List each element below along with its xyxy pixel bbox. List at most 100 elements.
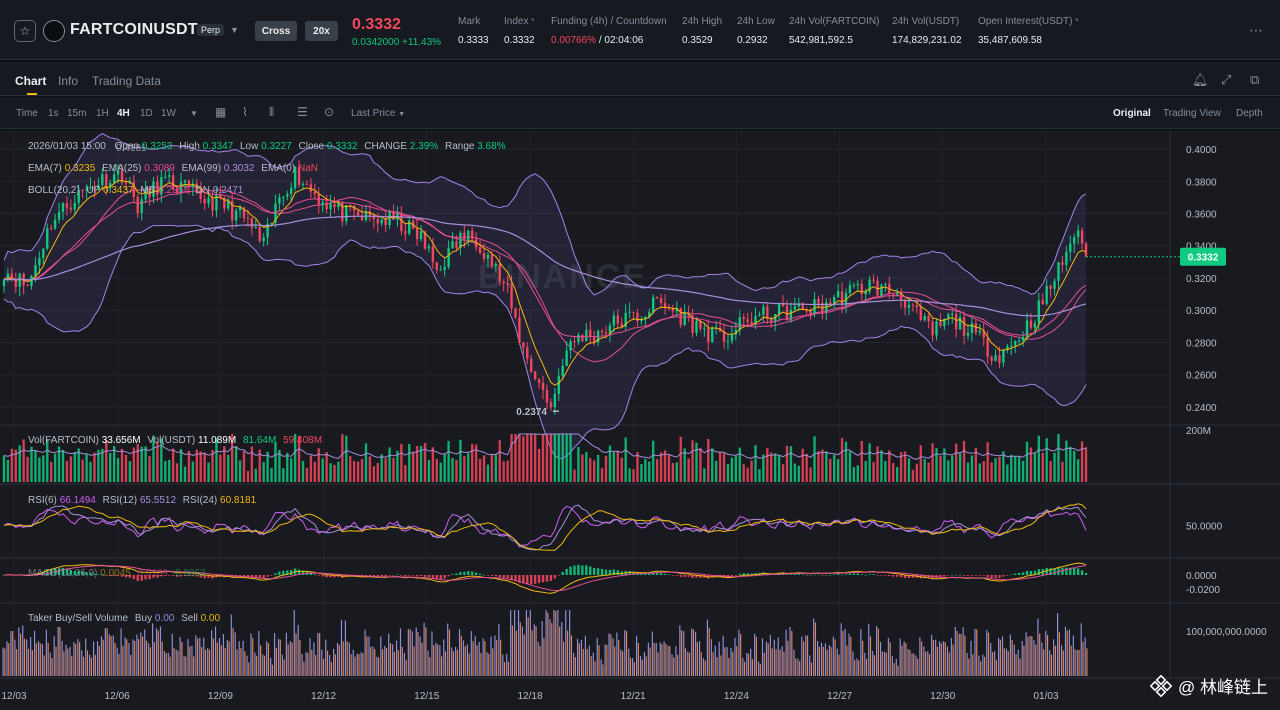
taker-sell-bar — [370, 646, 372, 676]
taker-sell-bar — [1054, 645, 1057, 676]
macd-histogram-bar — [829, 574, 832, 576]
candle-body — [671, 307, 675, 312]
taker-sell-bar — [382, 649, 384, 676]
macd-histogram-bar — [101, 574, 104, 575]
taker-buy-bar — [876, 626, 878, 676]
candle-body — [50, 228, 53, 230]
volume-bar — [471, 443, 474, 482]
taker-buy-bar — [903, 641, 905, 676]
taker-sell-bar — [4, 648, 6, 676]
expand-icon[interactable]: ⤢ — [1221, 72, 1232, 87]
taker-buy-bar — [1029, 635, 1031, 676]
taker-buy-bar — [380, 636, 382, 676]
macd-histogram-bar — [899, 575, 903, 578]
view-trading-view[interactable]: Trading View — [1163, 108, 1221, 119]
volume-bar — [254, 468, 257, 482]
taker-buy-bar — [423, 622, 425, 676]
macd-histogram-bar — [388, 575, 391, 576]
taker-sell-bar — [917, 658, 919, 676]
taker-buy-bar — [407, 629, 409, 676]
taker-sell-bar — [515, 630, 517, 676]
taker-sell-bar — [578, 643, 580, 676]
volume-bar — [1002, 451, 1005, 482]
macd-histogram-bar — [262, 575, 265, 579]
tab-chart[interactable]: Chart — [15, 74, 47, 88]
interval-1w[interactable]: 1W — [161, 108, 176, 119]
taker-buy-bar — [517, 610, 520, 676]
volume-bar — [270, 468, 273, 482]
symbol-dropdown-icon[interactable]: ▼ — [230, 25, 239, 35]
taker-buy-bar — [698, 640, 701, 676]
taker-sell-bar — [67, 648, 69, 676]
calendar-icon[interactable]: ▦ — [215, 105, 227, 119]
taker-sell-bar — [681, 630, 683, 676]
tab-trading-data[interactable]: Trading Data — [92, 74, 161, 88]
volume-bar — [412, 451, 415, 482]
popout-icon[interactable]: ⧉ — [1250, 72, 1260, 87]
taker-buy-bar — [848, 633, 850, 676]
interval-dropdown-icon[interactable]: ▼ — [190, 109, 198, 118]
taker-sell-bar — [862, 640, 864, 676]
macd-histogram-bar — [876, 575, 879, 576]
taker-buy-bar — [962, 627, 964, 676]
interval-15m[interactable]: 15m — [67, 108, 87, 119]
margin-mode-button[interactable]: Cross — [255, 21, 297, 41]
taker-sell-bar — [928, 654, 931, 676]
view-depth[interactable]: Depth — [1236, 108, 1263, 119]
interval-4h[interactable]: 4H — [117, 108, 130, 119]
symbol-name[interactable]: FARTCOINUSDT — [70, 21, 198, 38]
candle-body — [1053, 280, 1056, 289]
candle-body — [565, 350, 568, 366]
taker-buy-bar — [620, 649, 622, 676]
taker-sell-bar — [287, 644, 289, 676]
volume-bar — [494, 454, 497, 482]
volume-bar — [144, 446, 147, 482]
taker-sell-bar — [850, 636, 852, 676]
indicator-icon[interactable]: ⌇ — [242, 105, 248, 119]
price-change: 0.0342000 +11.43% — [352, 37, 442, 48]
settings-list-icon[interactable]: ☰ — [297, 105, 308, 119]
taker-sell-bar — [897, 665, 899, 676]
volume-bar — [109, 453, 112, 482]
candle-body — [628, 311, 631, 313]
interval-1h[interactable]: 1H — [96, 108, 109, 119]
candle-body — [191, 183, 195, 187]
kline-chart[interactable]: BINANCE 0.2374 0.4181 0.4000 0.3800 0.3600 0… — [0, 130, 1280, 710]
volume-bar — [227, 454, 230, 482]
taker-sell-bar — [260, 645, 262, 676]
candle-body — [266, 224, 269, 238]
taker-sell-bar — [1035, 644, 1037, 676]
taker-sell-bar — [244, 651, 246, 676]
favorite-button[interactable]: ☆ — [14, 20, 36, 42]
candle-body — [26, 285, 29, 287]
taker-buy-bar — [561, 622, 563, 676]
taker-sell-bar — [684, 648, 687, 676]
target-icon[interactable]: ⊙ — [324, 105, 335, 119]
volume-bar — [1065, 440, 1068, 482]
taker-buy-bar — [462, 640, 465, 676]
candle-body — [10, 273, 14, 279]
tab-info[interactable]: Info — [58, 74, 79, 88]
candle-body — [695, 320, 698, 333]
interval-1s[interactable]: 1s — [48, 108, 59, 119]
candle-body — [427, 246, 431, 249]
macd-histogram-bar — [400, 575, 403, 576]
volume-bar — [691, 440, 694, 482]
view-original[interactable]: Original — [1113, 108, 1151, 119]
more-options-icon[interactable]: ⋯ — [1249, 22, 1264, 38]
candle-body — [899, 293, 903, 301]
price-tick-label: 0.3400 — [1186, 242, 1217, 253]
candle-body — [970, 323, 974, 333]
candle-body — [797, 303, 800, 307]
macd-histogram-bar — [85, 572, 88, 575]
price-type-select[interactable]: Last Price ▼ — [351, 108, 406, 119]
interval-1d[interactable]: 1D — [140, 108, 153, 119]
taker-sell-bar — [720, 655, 722, 676]
candle-type-icon[interactable]: ⫴ — [269, 105, 275, 119]
bell-icon[interactable]: 🔔︎ — [1192, 72, 1209, 87]
candle-body — [478, 247, 482, 254]
candle-body — [203, 198, 206, 204]
leverage-button[interactable]: 20x — [305, 21, 338, 41]
taker-sell-bar — [956, 631, 958, 676]
